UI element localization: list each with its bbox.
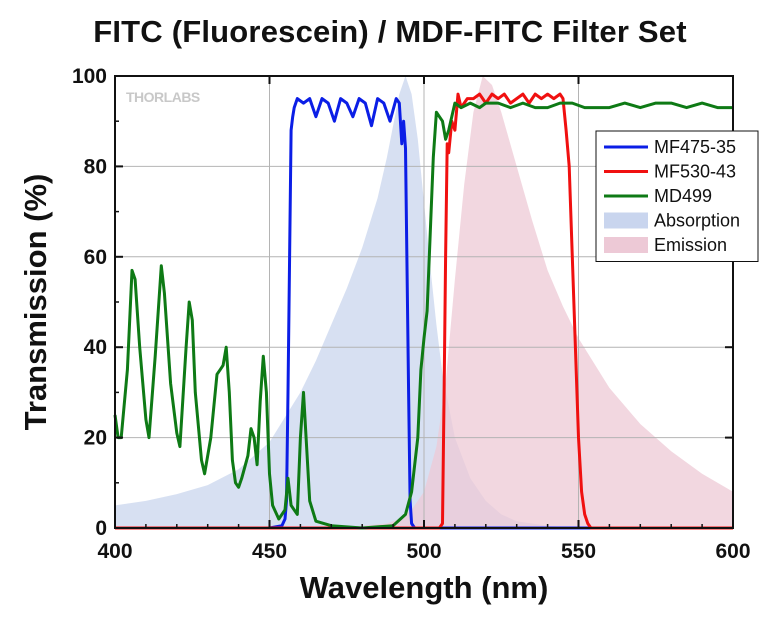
md499-legend-label: MD499	[654, 186, 712, 206]
line-layer	[113, 92, 733, 530]
mf475-35-line	[115, 97, 733, 530]
y-tick-label: 60	[84, 246, 107, 269]
x-axis-label: Wavelength (nm)	[299, 570, 549, 605]
mf530-43-legend-label: MF530-43	[654, 162, 736, 182]
chart-title: FITC (Fluorescein) / MDF-FITC Filter Set	[93, 14, 687, 49]
mf530-43-line	[115, 92, 733, 530]
axes-layer: 400 450 500 550 600 0 20 40 60 80 100	[72, 65, 751, 563]
thorlabs-watermark: THORLABS	[126, 89, 200, 105]
md499-line	[113, 101, 733, 530]
absorption-legend-label: Absorption	[654, 211, 740, 231]
emission-legend-swatch	[604, 237, 648, 253]
y-tick-label: 40	[84, 336, 107, 359]
x-tick-label: 550	[561, 540, 596, 563]
emission-legend-label: Emission	[654, 235, 727, 255]
x-tick-label: 450	[252, 540, 287, 563]
absorption-legend-swatch	[604, 212, 648, 229]
x-tick-label: 400	[97, 540, 132, 563]
emission-area	[331, 76, 733, 528]
y-tick-label: 100	[72, 65, 107, 88]
x-tick-label: 500	[406, 540, 441, 563]
y-tick-label: 20	[84, 427, 107, 450]
legend: MF475-35 MF530-43 MD499 Absorption Emission	[595, 130, 759, 262]
x-tick-label: 600	[715, 540, 750, 563]
y-tick-label: 80	[84, 155, 107, 178]
mf475-35-legend-label: MF475-35	[654, 137, 736, 157]
y-tick-label: 0	[95, 517, 107, 540]
